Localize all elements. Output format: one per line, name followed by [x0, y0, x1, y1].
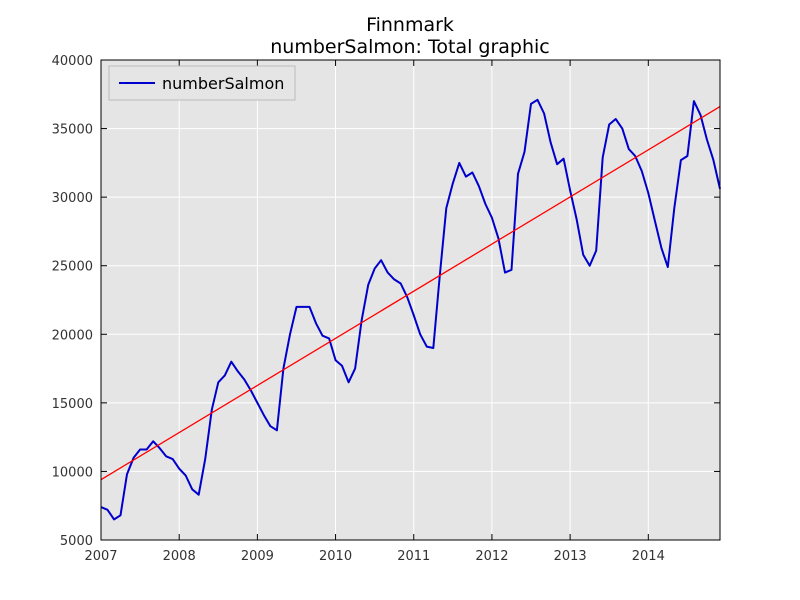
chart-subtitle: numberSalmon: Total graphic [270, 36, 550, 58]
legend-label-numberSalmon: numberSalmon [162, 74, 284, 93]
x-tick-label: 2011 [397, 549, 430, 564]
x-tick-label: 2007 [84, 549, 117, 564]
chart-title: Finnmark [366, 14, 454, 36]
y-tick-label: 30000 [52, 191, 93, 206]
x-tick-label: 2008 [163, 549, 196, 564]
plot-frame [100, 59, 721, 541]
grid [100, 59, 720, 541]
ticks: 2007 2008 2009 2010 2011 2012 2013 2014 5000 1000… [52, 54, 720, 564]
x-tick-label: 2012 [475, 549, 508, 564]
y-tick-label: 25000 [52, 260, 93, 275]
trend-line [100, 106, 721, 481]
y-tick-label: 10000 [52, 465, 93, 480]
x-tick-label: 2013 [554, 549, 587, 564]
legend: numberSalmon [108, 65, 296, 101]
y-tick-label: 20000 [52, 328, 93, 343]
x-tick-label: 2010 [319, 549, 352, 564]
x-tick-label: 2014 [632, 549, 665, 564]
y-tick-label: 15000 [52, 397, 93, 412]
y-tick-label: 5000 [60, 534, 93, 549]
x-tick-label: 2009 [241, 549, 274, 564]
series-layer [100, 98, 721, 521]
y-tick-label: 40000 [52, 54, 93, 69]
plot-area [101, 60, 720, 540]
y-tick-label: 35000 [52, 123, 93, 138]
series-line-numberSalmon [100, 98, 721, 521]
